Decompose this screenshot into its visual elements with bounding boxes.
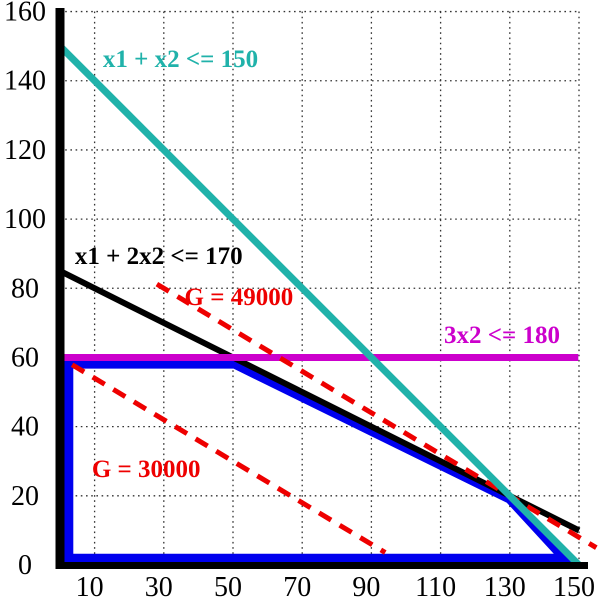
objective-G-49000-line [155,281,598,550]
feasible-region [63,358,577,564]
x-tick-label: 70 [283,572,311,600]
y-tick-label: 120 [4,135,46,166]
x-tick-label: 130 [484,572,526,600]
x-tick-label: 90 [352,572,380,600]
x-tick-label: 10 [76,572,104,600]
y-tick-label: 20 [11,481,39,512]
y-tick-label: 60 [11,342,39,373]
constraint-3x2-label: 3x2 <= 180 [444,322,560,349]
x-tick-label: 30 [145,572,173,600]
constraint-x1-plus-x2-label: x1 + x2 <= 150 [103,46,258,73]
constraint-x1-plus-2x2-label: x1 + 2x2 <= 170 [75,243,243,270]
x-tick-label: 110 [415,572,456,600]
x-tick-label: 150 [553,572,595,600]
y-tick-label: 160 [4,0,46,28]
y-tick-label: 100 [4,204,46,235]
y-tick-label: 140 [4,66,46,97]
objective-G-30000-line [70,362,387,555]
y-tick-label: 80 [11,273,39,304]
objective-G-30000-label: G = 30000 [92,456,201,483]
y-tick-label: 0 [18,550,32,581]
objective-G-49000-label: G = 49000 [185,284,294,311]
x-tick-label: 50 [214,572,242,600]
constraint-x1-plus-x2-line [57,43,582,568]
y-tick-label: 40 [11,412,39,443]
